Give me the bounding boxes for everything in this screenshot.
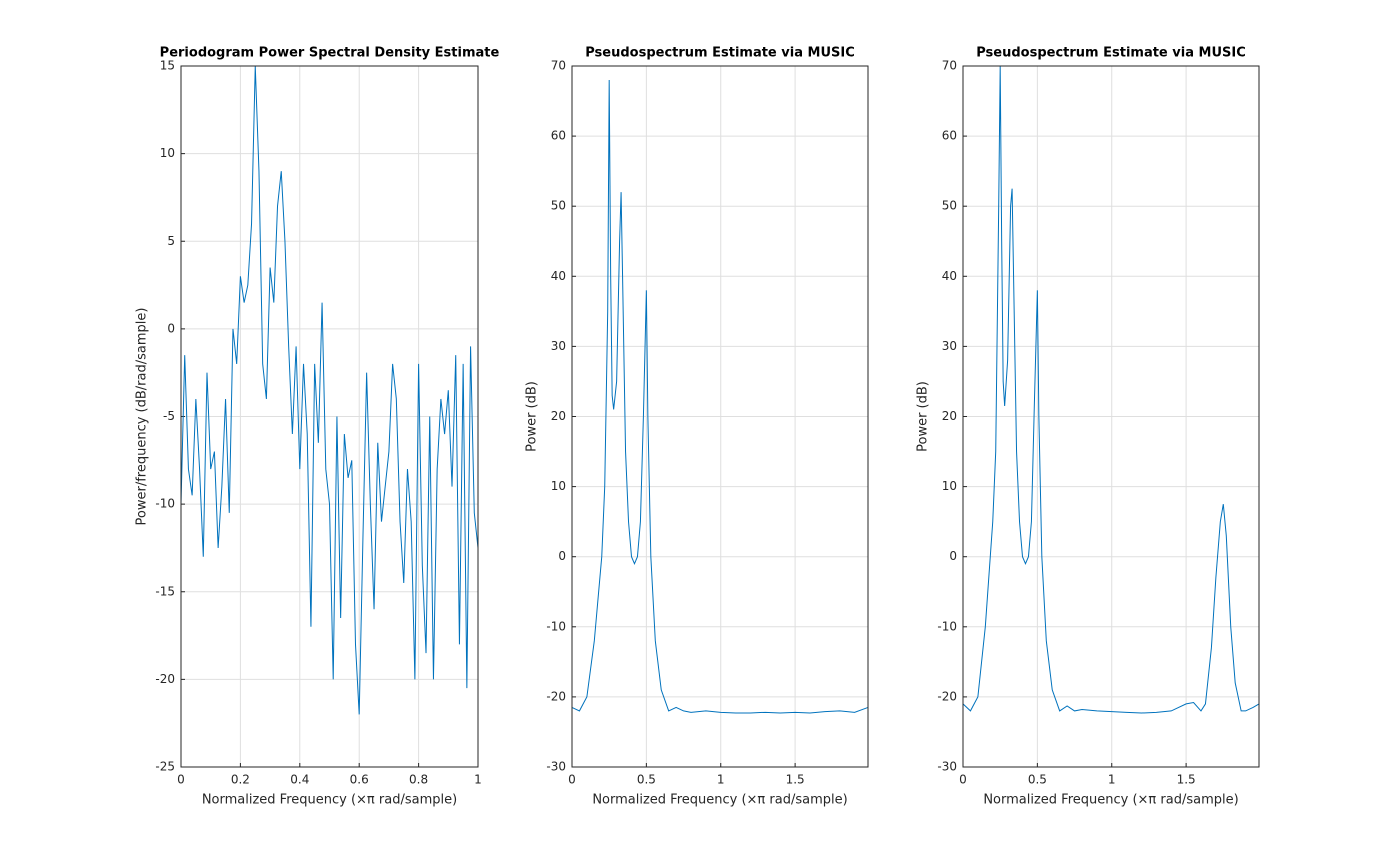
data-line <box>571 80 869 714</box>
x-tick-label: 1 <box>1108 773 1116 787</box>
y-tick-label: 40 <box>942 269 957 283</box>
x-tick-label: 0.5 <box>1028 773 1047 787</box>
x-axis-label: Normalized Frequency (×π rad/sample) <box>592 793 847 808</box>
y-tick-label: 30 <box>551 339 566 353</box>
y-axis-label: Power/frequency (dB/rad/sample) <box>135 308 150 526</box>
y-axis-label: Power (dB) <box>525 381 540 452</box>
x-tick-label: 0.2 <box>231 773 250 787</box>
y-tick-label: 0 <box>949 549 957 563</box>
x-tick-label: 0.4 <box>290 773 309 787</box>
y-tick-label: 30 <box>942 339 957 353</box>
y-tick-label: -30 <box>937 760 957 774</box>
x-tick-label: 1.5 <box>1177 773 1196 787</box>
y-tick-label: 20 <box>942 409 957 423</box>
axes-frame <box>962 65 1260 768</box>
chart-title: Pseudospectrum Estimate via MUSIC <box>976 46 1246 61</box>
y-tick-label: -15 <box>155 584 175 598</box>
y-tick-label: 5 <box>167 234 175 248</box>
y-tick-label: -10 <box>937 619 957 633</box>
y-tick-label: 60 <box>551 129 566 143</box>
y-tick-label: -10 <box>155 497 175 511</box>
x-tick-label: 0 <box>177 773 185 787</box>
y-tick-label: -5 <box>163 409 175 423</box>
x-axis-label: Normalized Frequency (×π rad/sample) <box>202 793 457 808</box>
y-tick-label: -20 <box>546 689 566 703</box>
y-tick-label: 20 <box>551 409 566 423</box>
chart-title: Pseudospectrum Estimate via MUSIC <box>585 46 855 61</box>
y-tick-label: 50 <box>551 199 566 213</box>
x-tick-label: 0 <box>959 773 967 787</box>
x-tick-label: 0.8 <box>409 773 428 787</box>
data-line <box>962 65 1260 714</box>
y-tick-label: 0 <box>167 321 175 335</box>
y-tick-label: 60 <box>942 129 957 143</box>
y-tick-label: -20 <box>155 672 175 686</box>
y-tick-label: 0 <box>558 549 566 563</box>
x-tick-label: 1.5 <box>786 773 805 787</box>
y-tick-label: -10 <box>546 619 566 633</box>
chart-title: Periodogram Power Spectral Density Estim… <box>160 46 500 61</box>
y-tick-label: 15 <box>160 59 175 73</box>
y-tick-label: -25 <box>155 760 175 774</box>
y-tick-label: 10 <box>551 479 566 493</box>
y-tick-label: -20 <box>937 689 957 703</box>
y-tick-label: 70 <box>551 59 566 73</box>
axes-frame <box>571 65 869 768</box>
x-tick-label: 0.5 <box>637 773 656 787</box>
x-tick-label: 1 <box>717 773 725 787</box>
x-axis-label: Normalized Frequency (×π rad/sample) <box>983 793 1238 808</box>
y-tick-label: 10 <box>942 479 957 493</box>
y-axis-label: Power (dB) <box>916 381 931 452</box>
x-tick-label: 0.6 <box>350 773 369 787</box>
axes-frame <box>180 65 479 768</box>
data-line <box>180 65 479 715</box>
x-tick-label: 1 <box>474 773 482 787</box>
y-tick-label: 70 <box>942 59 957 73</box>
y-tick-label: 40 <box>551 269 566 283</box>
y-tick-label: 50 <box>942 199 957 213</box>
y-tick-label: -30 <box>546 760 566 774</box>
y-tick-label: 10 <box>160 146 175 160</box>
x-tick-label: 0 <box>568 773 576 787</box>
